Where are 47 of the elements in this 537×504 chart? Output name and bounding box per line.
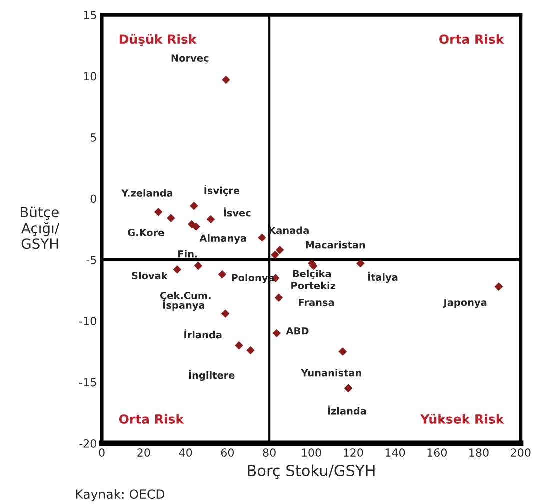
annotation: İspanya: [163, 300, 205, 311]
annotation: ABD: [286, 328, 309, 335]
y-tick-label: 0: [90, 194, 96, 204]
annotation: Belçika: [293, 270, 332, 280]
annotation: İrlanda: [184, 330, 222, 339]
x-tick-label: 60: [221, 448, 234, 457]
x-tick-label: 0: [99, 448, 105, 457]
y-tick-label: -20: [80, 439, 96, 448]
annotation: İtalya: [368, 272, 398, 284]
y-axis-title: Bütçe Açığı/ GSYH: [20, 206, 60, 250]
annotation: Macaristan: [306, 241, 366, 249]
annotation: İsvec: [224, 208, 251, 217]
y-tick-label: 5: [90, 134, 96, 142]
annotation: Çek.Cum.: [160, 292, 211, 302]
annotation: Yunanistan: [301, 369, 362, 377]
x-tick-label: 160: [428, 448, 447, 457]
x-axis-title: Borç Stoku/GSYH: [248, 464, 375, 480]
annotation: İsviçre: [204, 185, 240, 196]
annotation: Düşük Risk: [120, 34, 197, 46]
text: Kaynak: OECD: [76, 489, 165, 502]
annotation: Orta Risk: [119, 414, 184, 424]
y-tick-label: -10: [80, 317, 96, 326]
annotation: Slovak: [132, 272, 168, 280]
annotation: Portekiz: [292, 282, 336, 290]
y-tick-label: -15: [80, 378, 96, 387]
annotation: Y.zelanda: [122, 189, 173, 197]
x-tick-label: 40: [179, 448, 192, 457]
annotation: Orta Risk: [440, 34, 504, 44]
annotation: Norveç: [172, 54, 209, 64]
annotation: Fransa: [299, 299, 334, 306]
y-tick-label: -5: [86, 256, 96, 264]
annotation: Fin.: [178, 250, 198, 258]
annotation: Yüksek Risk: [420, 414, 504, 424]
annotation: İzlanda: [328, 406, 366, 415]
x-tick-label: 80: [263, 448, 276, 457]
x-tick-label: 180: [470, 448, 489, 457]
y-tick-label: 10: [84, 72, 96, 81]
annotation: Japonya: [443, 299, 487, 308]
x-tick-label: 200: [511, 448, 531, 457]
annotation: İngiltere: [189, 370, 235, 382]
x-tick-label: 100: [302, 448, 322, 457]
x-tick-label: 20: [138, 448, 150, 457]
annotation: Almanya: [200, 234, 246, 244]
annotation: G.Kore: [128, 229, 164, 236]
x-tick-label: 120: [344, 448, 364, 457]
x-tick-label: 140: [386, 448, 406, 457]
y-tick-label: 15: [84, 11, 96, 20]
